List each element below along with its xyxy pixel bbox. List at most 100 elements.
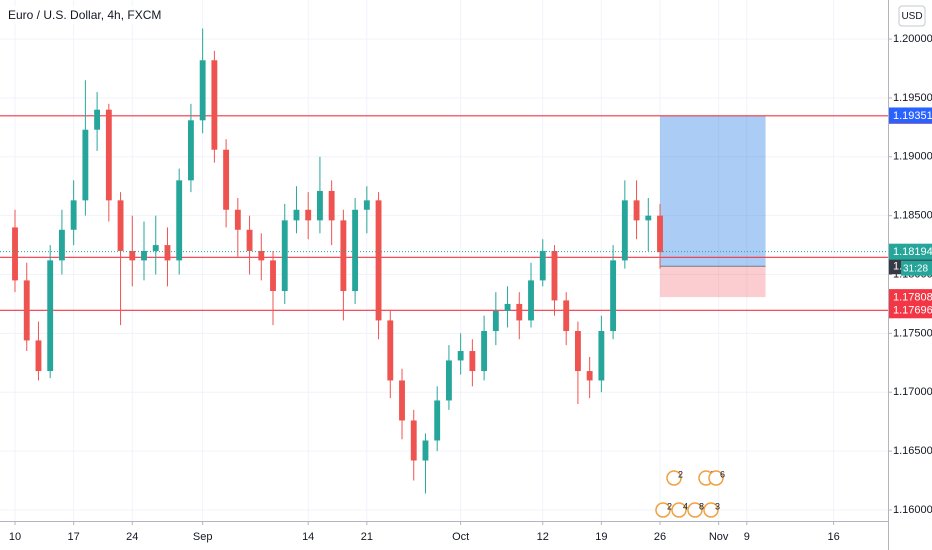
y-tick-label: 1.19000 — [893, 151, 932, 163]
candle-body — [23, 280, 30, 341]
candle-body — [47, 260, 54, 372]
candle-body — [598, 331, 605, 381]
x-tick-label: 19 — [595, 531, 607, 543]
candle-body — [35, 340, 42, 372]
x-tick-label: 10 — [9, 531, 21, 543]
candle-body — [610, 260, 617, 332]
candle-body — [363, 200, 370, 210]
currency-button[interactable] — [898, 5, 926, 27]
candle-body — [176, 180, 183, 261]
candle-body — [199, 60, 206, 121]
candle-body — [469, 351, 476, 372]
chart-title: Euro / U.S. Dollar, 4h, FXCM — [8, 8, 161, 22]
event-marker — [671, 502, 687, 518]
candle-body — [270, 260, 276, 291]
x-tick-label: 17 — [68, 531, 80, 543]
position-stop-zone — [660, 266, 766, 298]
x-tick-label: 21 — [361, 531, 373, 543]
candle-body — [422, 440, 429, 461]
candle-body — [586, 371, 593, 381]
x-tick-label: Sep — [193, 531, 213, 543]
candle-body — [375, 200, 382, 321]
event-count: 6 — [720, 469, 725, 479]
candle-body — [141, 250, 147, 261]
hline-label-bg — [889, 302, 932, 319]
candle-body — [12, 227, 18, 281]
candle-body — [223, 149, 230, 210]
candle-body — [410, 420, 417, 461]
position-target-zone — [660, 115, 766, 267]
candle-body — [551, 250, 558, 301]
candle-body — [58, 229, 65, 261]
candle-body — [340, 220, 347, 291]
candle-body — [657, 215, 663, 253]
candle-body — [492, 310, 499, 332]
candle-body — [305, 209, 312, 221]
candle-body — [399, 380, 405, 421]
candle-body — [246, 229, 253, 251]
candle-body — [633, 200, 640, 221]
candle-body — [457, 351, 464, 361]
candle-body — [293, 209, 300, 221]
candle-body — [117, 200, 124, 251]
y-tick-label: 1.17000 — [893, 386, 932, 398]
stop-label-bg — [889, 289, 932, 306]
y-tick-label: 1.17500 — [893, 327, 932, 339]
x-tick-label: 26 — [654, 531, 666, 543]
candle-body — [70, 200, 77, 230]
event-marker — [687, 502, 703, 518]
candle-body — [316, 190, 323, 221]
candle-body — [211, 60, 218, 150]
target-label-bg — [889, 107, 932, 124]
x-tick-label: 12 — [537, 531, 549, 543]
candle-body — [563, 300, 570, 332]
last-price-label-bg — [889, 243, 932, 260]
y-tick-label: 1.16000 — [893, 504, 932, 516]
candle-body — [539, 250, 546, 281]
stop-label: 1.17808 — [893, 292, 932, 304]
countdown: 31:28 — [903, 263, 928, 274]
candle-body — [105, 109, 112, 201]
x-tick-label: 9 — [744, 531, 750, 543]
event-marker — [703, 502, 719, 518]
x-tick-label: 24 — [126, 531, 138, 543]
x-tick-label: 16 — [827, 531, 839, 543]
x-tick-label: Oct — [452, 531, 469, 543]
candle-body — [645, 215, 652, 221]
candle-body — [82, 129, 89, 201]
countdown-bg — [901, 260, 932, 276]
y-tick-label: 1.20000 — [893, 33, 932, 45]
candle-body — [164, 245, 171, 261]
candle-body — [129, 250, 136, 261]
candle-body — [481, 331, 488, 372]
candle-body — [434, 400, 441, 441]
axis: 1.160001.165001.170001.175001.180001.185… — [9, 33, 932, 543]
event-count: 2 — [667, 501, 672, 511]
y-tick-label: 1.18500 — [893, 210, 932, 222]
candle-body — [328, 190, 335, 221]
candle-body — [234, 209, 241, 230]
event-marker — [655, 502, 671, 518]
y-tick-label: 1.16500 — [893, 445, 932, 457]
candle-body — [152, 245, 159, 251]
hline-label: 1.17696 — [893, 305, 932, 317]
plot: 2362483 — [0, 28, 888, 518]
candle-body — [187, 120, 194, 181]
event-count: 2 — [678, 469, 683, 479]
candle-body — [352, 209, 359, 291]
candle-body — [621, 200, 628, 261]
title-bg — [4, 6, 176, 24]
event-count: 4 — [683, 501, 688, 511]
event-count: 8 — [699, 501, 704, 511]
currency[interactable]: USD — [901, 11, 922, 22]
y-tick-label: 1.19500 — [893, 92, 932, 104]
candle-body — [574, 331, 581, 372]
candle-body — [445, 360, 452, 401]
last-price-label: 1.18194 — [893, 246, 932, 258]
candle-body — [516, 303, 523, 321]
candle-body — [258, 250, 265, 261]
x-tick-label: 14 — [302, 531, 314, 543]
x-tick-label: Nov — [709, 531, 729, 543]
event-marker — [666, 470, 682, 486]
event-marker — [708, 470, 724, 486]
